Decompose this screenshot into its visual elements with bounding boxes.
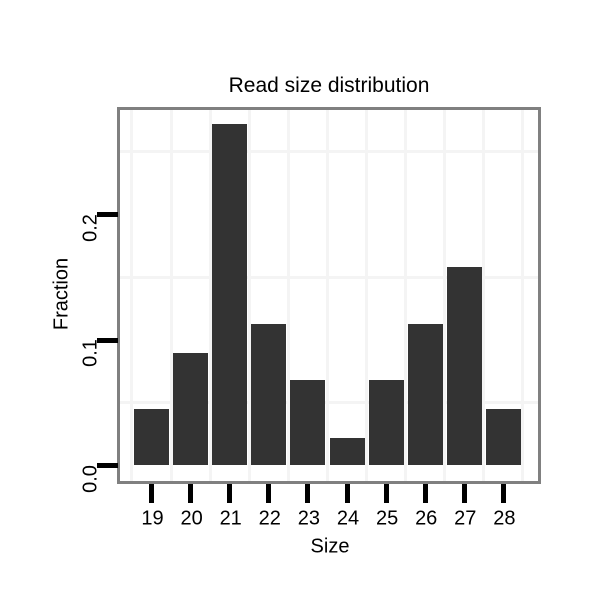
gridline-vertical: [325, 110, 329, 481]
x-tick-mark: [227, 484, 233, 503]
y-tick-label: 0.1: [79, 339, 102, 367]
gridline-vertical: [365, 110, 369, 481]
chart-title: Read size distribution: [228, 74, 430, 97]
gridline-vertical: [482, 110, 486, 481]
x-tick-mark: [383, 484, 389, 503]
x-tick-mark: [500, 484, 506, 503]
x-tick-mark: [344, 484, 350, 503]
x-tick-label: 24: [336, 507, 360, 530]
gridline-vertical: [286, 110, 290, 481]
x-tick-label: 23: [297, 507, 321, 530]
x-tick-mark: [266, 484, 272, 503]
bar-size-28: [485, 409, 521, 466]
x-tick-label: 27: [454, 507, 477, 530]
x-tick-label: 21: [219, 507, 242, 530]
gridline-vertical: [443, 110, 447, 481]
x-tick-mark: [149, 484, 154, 503]
bar-size-24: [329, 437, 365, 466]
y-tick-label: 0.0: [79, 464, 102, 493]
gridline-vertical: [404, 110, 408, 481]
bar-size-26: [407, 323, 443, 466]
gridline-horizontal: [120, 275, 538, 279]
x-tick-label: 22: [258, 507, 281, 530]
x-tick-label: 25: [375, 507, 399, 530]
y-tick-mark: [97, 212, 118, 217]
gridline-vertical: [130, 110, 134, 481]
x-tick-label: 28: [493, 507, 516, 530]
x-tick-label: 20: [180, 507, 203, 530]
x-axis-label: Size: [310, 535, 350, 558]
y-tick-mark: [97, 463, 118, 468]
bar-size-19: [134, 409, 169, 466]
gridline-vertical: [521, 110, 525, 481]
gridline-horizontal: [120, 150, 538, 154]
x-tick-mark: [422, 484, 428, 503]
gridline-vertical: [169, 110, 173, 481]
x-tick-label: 26: [415, 507, 438, 530]
bar-size-23: [290, 380, 326, 466]
gridline-vertical: [208, 110, 212, 481]
y-tick-label: 0.2: [79, 213, 102, 242]
bar-size-20: [173, 352, 209, 466]
gridline-vertical: [247, 110, 251, 481]
x-tick-mark: [461, 484, 467, 503]
bar-size-21: [212, 124, 248, 466]
x-tick-mark: [305, 484, 311, 503]
x-tick-label: 19: [141, 507, 164, 530]
plot-panel: [117, 107, 541, 484]
gridline-horizontal: [120, 401, 538, 405]
x-tick-mark: [188, 484, 194, 503]
y-axis-label: Fraction: [50, 257, 73, 331]
bar-size-25: [368, 380, 404, 466]
y-tick-mark: [97, 337, 118, 343]
bar-size-22: [251, 323, 287, 466]
bar-size-27: [446, 267, 482, 466]
